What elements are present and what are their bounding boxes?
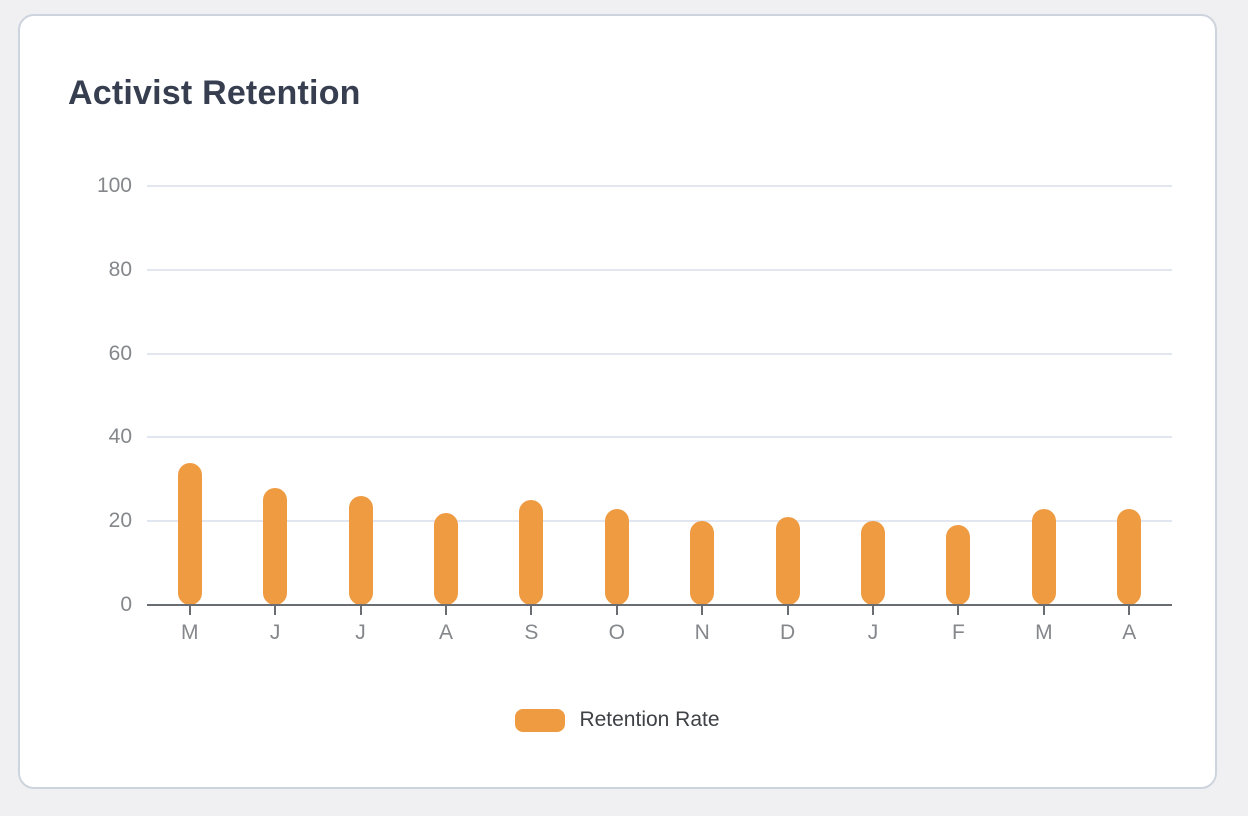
legend-item-retention-rate[interactable]: Retention Rate — [515, 708, 720, 732]
y-tick-label-100: 100 — [96, 174, 132, 197]
y-tick-label-0: 0 — [120, 593, 132, 616]
x-tick-label-10-M: M — [1035, 621, 1053, 644]
y-tick-label-60: 60 — [108, 341, 132, 365]
x-tick-8 — [872, 606, 875, 615]
x-tick-label-4-S: S — [524, 621, 539, 644]
x-tick-3 — [444, 606, 447, 615]
x-tick-7 — [786, 606, 789, 615]
bar-1-J[interactable] — [263, 487, 288, 605]
bar-9-F[interactable] — [946, 525, 971, 605]
x-tick-label-6-N: N — [694, 621, 710, 644]
x-tick-label-5-O: O — [608, 621, 625, 644]
bar-2-J[interactable] — [348, 496, 373, 605]
x-tick-4 — [530, 606, 533, 615]
gridline-100 — [147, 185, 1172, 187]
bar-4-S[interactable] — [519, 500, 544, 605]
legend-label: Retention Rate — [579, 708, 720, 731]
bar-5-O[interactable] — [604, 508, 629, 605]
bar-7-D[interactable] — [775, 517, 800, 605]
bar-6-N[interactable] — [690, 521, 715, 605]
x-tick-10 — [1042, 606, 1045, 615]
x-tick-label-9-F: F — [952, 621, 965, 644]
y-tick-label-20: 20 — [108, 509, 132, 533]
y-tick-label-40: 40 — [108, 425, 132, 449]
x-tick-1 — [274, 606, 277, 615]
bar-0-M[interactable] — [177, 462, 202, 605]
x-tick-label-11-A: A — [1122, 621, 1137, 644]
chart-title: Activist Retention — [68, 74, 361, 112]
x-tick-label-3-A: A — [438, 621, 453, 644]
x-tick-label-1-J: J — [269, 621, 281, 644]
x-tick-label-2-J: J — [355, 621, 366, 644]
gridline-60 — [147, 352, 1172, 355]
bar-8-J[interactable] — [861, 521, 886, 605]
bar-3-A[interactable] — [433, 512, 458, 605]
x-tick-0 — [188, 606, 191, 615]
gridline-80 — [147, 268, 1172, 271]
x-tick-9 — [957, 606, 960, 615]
bar-10-M[interactable] — [1031, 508, 1056, 605]
x-tick-label-7-D: D — [780, 621, 796, 644]
x-tick-label-8-J: J — [867, 621, 879, 644]
x-tick-5 — [615, 606, 618, 615]
x-tick-11 — [1128, 606, 1131, 615]
bar-11-A[interactable] — [1117, 508, 1142, 605]
gridline-20 — [147, 520, 1172, 523]
legend-swatch-icon — [515, 708, 566, 732]
x-tick-6 — [701, 606, 704, 615]
x-axis-line — [147, 604, 1172, 606]
gridline-40 — [147, 436, 1172, 439]
chart-legend: Retention Rate — [20, 708, 1215, 732]
x-tick-2 — [359, 606, 362, 615]
y-tick-label-80: 80 — [108, 257, 132, 281]
x-tick-label-0-M: M — [180, 621, 199, 644]
activist-retention-card: Activist Retention M J J A S O N D J F M A 0 20 40 60 8… — [18, 14, 1217, 789]
